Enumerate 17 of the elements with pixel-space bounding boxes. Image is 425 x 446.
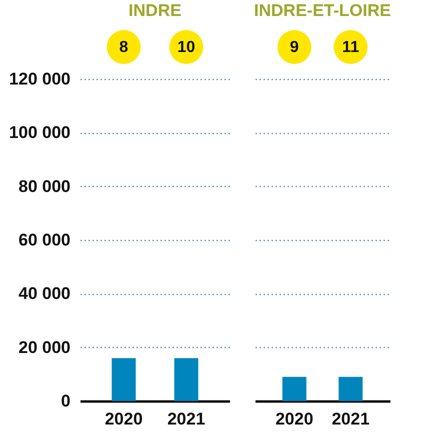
x-tick-label: 2021 [167, 410, 206, 428]
text: 9 [290, 39, 299, 56]
y-tick-label: 100 000 [9, 123, 70, 142]
chart-title: INDRE-ET-LOIRE [254, 1, 391, 20]
y-tick-label: 40 000 [18, 284, 70, 304]
text: 8 [119, 39, 128, 56]
y-tick-label: 80 000 [18, 176, 70, 196]
x-tick-label: 2020 [104, 410, 143, 428]
text: 11 [342, 39, 360, 56]
y-tick-label: 120 000 [9, 70, 70, 88]
y-tick-label: 20 000 [18, 338, 70, 357]
y-tick-label: 0 [61, 392, 70, 410]
x-tick-label: 2021 [332, 410, 370, 428]
text: 10 [177, 39, 196, 56]
chart-title: INDRE [128, 1, 182, 20]
x-tick-label: 2020 [275, 410, 314, 428]
y-tick-label: 60 000 [18, 230, 70, 250]
